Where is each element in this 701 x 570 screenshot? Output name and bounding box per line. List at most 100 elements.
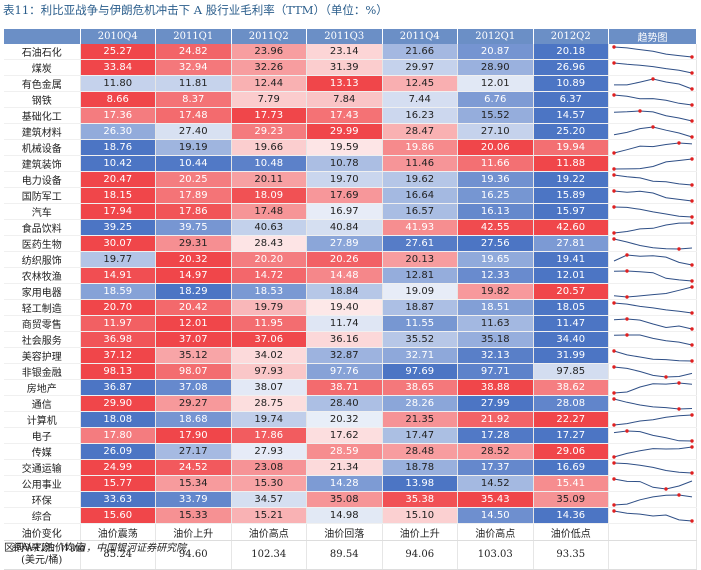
- value-cell: 11.66: [457, 155, 534, 172]
- industry-name: 通信: [4, 395, 81, 412]
- value-cell: 19.40: [306, 299, 383, 316]
- value-cell: 15.52: [457, 107, 534, 124]
- sparkline: [613, 124, 694, 139]
- value-cell: 16.13: [457, 203, 534, 220]
- trend-cell: [608, 379, 697, 396]
- sparkline-line: [613, 286, 692, 298]
- sparkline-line: [613, 381, 692, 393]
- value-cell: 19.66: [231, 139, 307, 156]
- value-cell: 10.42: [80, 155, 156, 172]
- industry-name: 纺织服饰: [4, 251, 81, 268]
- sparkline-line: [613, 206, 692, 217]
- value-cell: 6.76: [457, 91, 534, 108]
- sparkline-min-dot: [689, 118, 694, 123]
- sparkline-max-dot: [650, 124, 655, 129]
- sparkline-max-dot: [611, 300, 616, 305]
- industry-name: 钢铁: [4, 91, 81, 108]
- value-cell: 17.94: [80, 203, 156, 220]
- sparkline: [611, 156, 694, 171]
- value-cell: 15.30: [231, 475, 307, 492]
- sparkline-line: [613, 302, 692, 313]
- sparkline-max-dot: [611, 204, 616, 209]
- value-cell: 28.75: [231, 395, 307, 412]
- value-cell: 20.57: [533, 283, 609, 300]
- sparkline: [611, 44, 694, 59]
- value-cell: 7.44: [382, 91, 458, 108]
- value-cell: 13.13: [306, 75, 383, 92]
- value-cell: 17.62: [306, 427, 383, 444]
- industry-name: 国防军工: [4, 187, 81, 204]
- value-cell: 15.21: [231, 507, 307, 524]
- sparkline: [611, 60, 694, 75]
- trend-cell: [608, 139, 697, 156]
- table-row: 社会服务 36.98 37.07 37.06 36.16 35.52 35.18 34.40: [4, 331, 697, 348]
- trend-cell: [608, 283, 697, 300]
- trend-cell: [608, 267, 697, 284]
- oil-change-cell: 油价震荡: [80, 523, 156, 541]
- sparkline-max-dot: [689, 444, 694, 449]
- table-row: 传媒 26.09 27.17 27.93 28.59 28.48 28.52 29.06: [4, 443, 697, 460]
- industry-name: 建筑材料: [4, 123, 81, 140]
- value-cell: 23.96: [231, 44, 307, 60]
- value-cell: 8.66: [80, 91, 156, 108]
- table-row: 农林牧渔 14.91 14.97 14.72 14.48 12.81 12.33 12.01: [4, 267, 697, 284]
- sparkline-min-dot: [689, 182, 694, 187]
- sparkline: [613, 76, 694, 91]
- trend-cell: [608, 331, 697, 348]
- value-cell: 19.41: [533, 251, 609, 268]
- industry-name: 轻工制造: [4, 299, 81, 316]
- sparkline-line: [613, 317, 692, 329]
- wti-label-line2: (美元/桶): [21, 555, 63, 566]
- sparkline-line: [613, 238, 692, 250]
- industry-name: 有色金属: [4, 75, 81, 92]
- value-cell: 38.62: [533, 379, 609, 396]
- value-cell: 27.10: [457, 123, 534, 140]
- value-cell: 14.52: [457, 475, 534, 492]
- sparkline: [611, 460, 694, 475]
- gross-margin-table: 2010Q4 2011Q1 2011Q2 2011Q3 2011Q4 2012Q…: [4, 29, 697, 570]
- sparkline-line: [613, 414, 692, 425]
- table-row: 食品饮料 39.25 39.75 40.63 40.84 41.93 42.55 42.60: [4, 219, 697, 236]
- trend-cell: [608, 91, 697, 108]
- value-cell: 28.52: [457, 443, 534, 460]
- value-cell: 11.46: [382, 155, 458, 172]
- industry-name: 交通运输: [4, 459, 81, 476]
- value-cell: 18.78: [382, 459, 458, 476]
- value-cell: 15.77: [80, 475, 156, 492]
- value-cell: 24.82: [155, 44, 232, 60]
- value-cell: 19.82: [457, 283, 534, 300]
- industry-name: 房地产: [4, 379, 81, 396]
- header-cell-2010q4: 2010Q4: [80, 29, 156, 44]
- value-cell: 7.84: [306, 91, 383, 108]
- sparkline: [611, 204, 694, 219]
- value-cell: 32.26: [231, 59, 307, 76]
- sparkline-min-dot: [689, 518, 694, 523]
- sparkline-min-dot: [611, 150, 616, 155]
- sparkline: [613, 332, 694, 347]
- value-cell: 26.96: [533, 59, 609, 76]
- sparkline: [611, 348, 694, 363]
- sparkline-max-dot: [676, 140, 681, 145]
- value-cell: 32.13: [457, 347, 534, 364]
- value-cell: 16.69: [533, 459, 609, 476]
- value-cell: 15.97: [533, 203, 609, 220]
- value-cell: 11.47: [533, 315, 609, 332]
- industry-name: 基础化工: [4, 107, 81, 124]
- value-cell: 32.87: [306, 347, 383, 364]
- value-cell: 19.86: [382, 139, 458, 156]
- sparkline-min-dot: [689, 262, 694, 267]
- sparkline-line: [613, 446, 692, 457]
- value-cell: 21.66: [382, 44, 458, 60]
- value-cell: 32.71: [382, 347, 458, 364]
- value-cell: 17.48: [155, 107, 232, 124]
- sparkline-line: [613, 109, 692, 121]
- sparkline: [613, 284, 694, 299]
- value-cell: 29.06: [533, 443, 609, 460]
- value-cell: 15.60: [80, 507, 156, 524]
- value-cell: 17.47: [382, 427, 458, 444]
- value-cell: 15.10: [382, 507, 458, 524]
- value-cell: 11.55: [382, 315, 458, 332]
- industry-name: 电力设备: [4, 171, 81, 188]
- value-cell: 17.37: [457, 459, 534, 476]
- sparkline-line: [613, 462, 692, 473]
